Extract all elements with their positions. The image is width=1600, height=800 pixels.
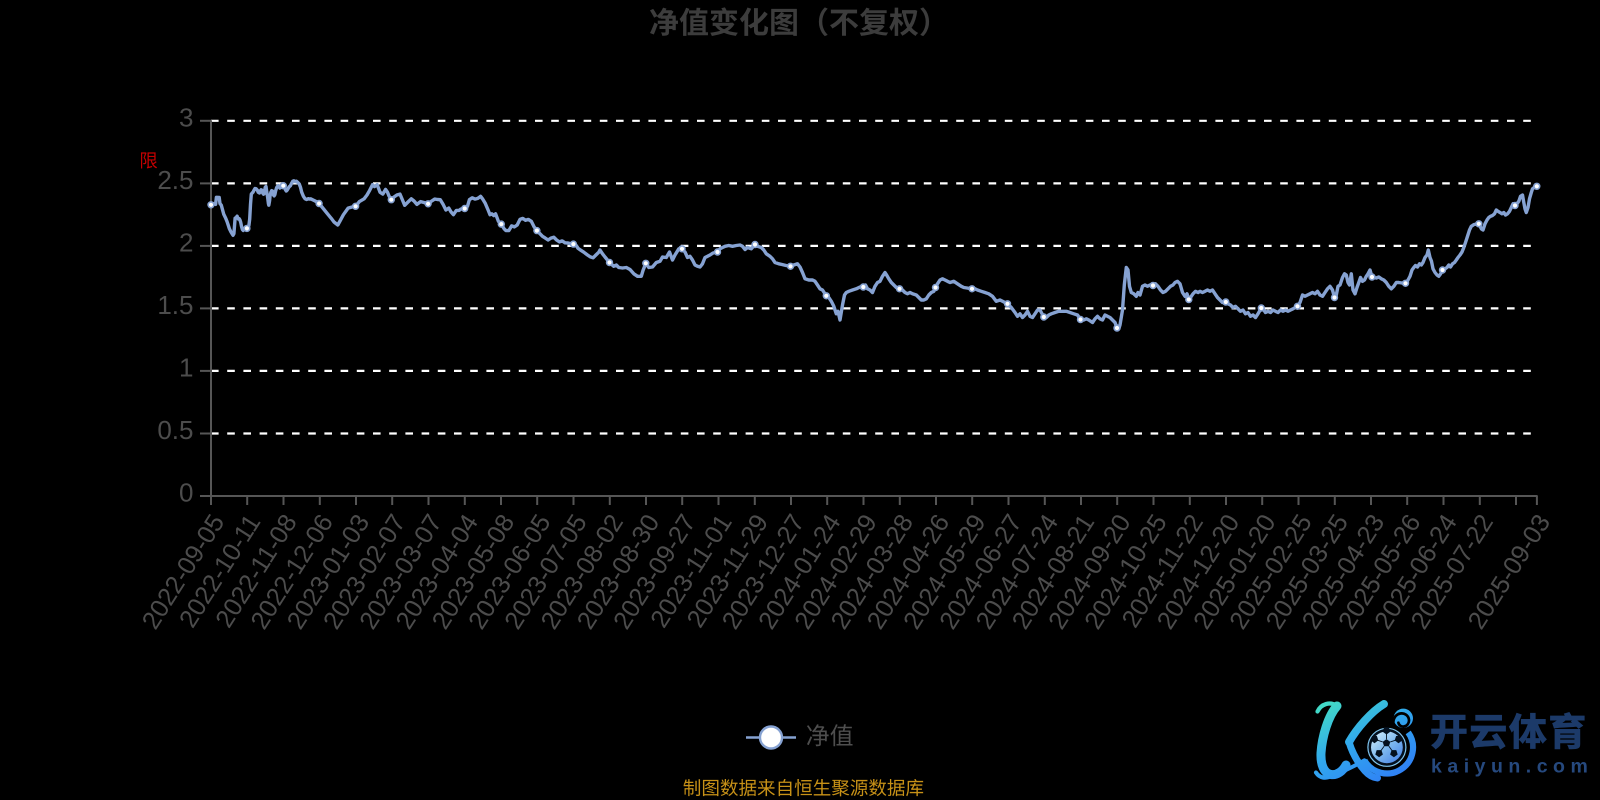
svg-text:kaiyun.com: kaiyun.com [1431,756,1593,778]
svg-text:3: 3 [179,102,193,132]
svg-text:2: 2 [179,227,193,257]
svg-text:1.5: 1.5 [157,290,193,320]
svg-text:1: 1 [179,352,193,382]
svg-text:2.5: 2.5 [157,165,193,195]
svg-text:0: 0 [179,478,193,508]
svg-text:0.5: 0.5 [157,415,193,445]
